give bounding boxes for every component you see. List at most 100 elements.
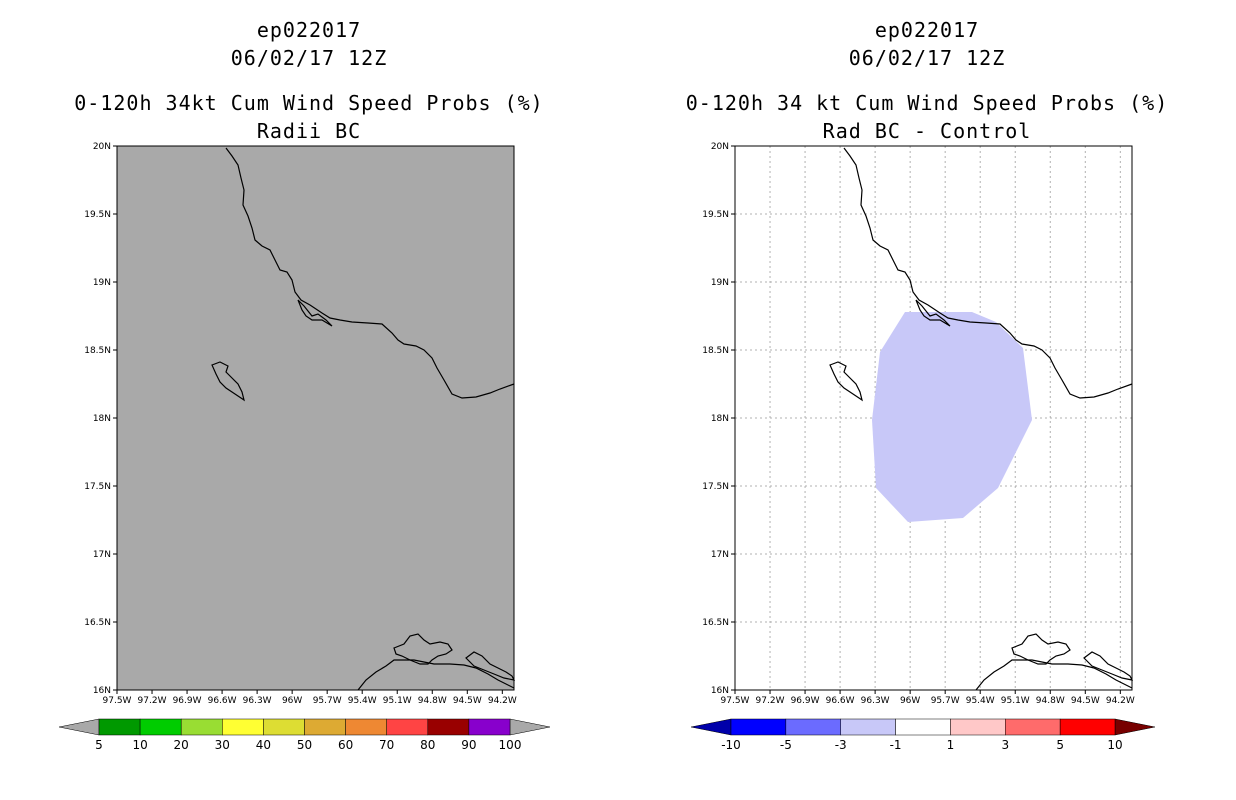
right-colorbar-low-arrow: [690, 718, 732, 736]
lon-label: 96.6W: [826, 696, 855, 706]
left-title-product: 0-120h 34kt Cum Wind Speed Probs (%): [74, 91, 544, 115]
right-title-product: 0-120h 34 kt Cum Wind Speed Probs (%): [685, 91, 1169, 115]
lat-label: 19.5N: [702, 210, 729, 220]
southeast-lagoon: [1011, 633, 1071, 665]
left-colorbar-label: 10: [132, 738, 147, 752]
southeast-lagoon: [393, 633, 453, 665]
lon-label: 94.5W: [1071, 696, 1100, 706]
right-colorbar-swatch: [895, 718, 951, 736]
main-coastline: [225, 147, 515, 399]
right-coastline: [829, 147, 1134, 691]
left-colorbar-swatch: [468, 718, 511, 736]
right-colorbar-swatch: [1059, 718, 1116, 736]
right-colorbar-swatch: [950, 718, 1006, 736]
lon-label: 96.3W: [243, 696, 272, 706]
lon-label: 96W: [900, 696, 920, 706]
left-colorbar-high-arrow: [509, 718, 551, 736]
lon-label: 94.2W: [1106, 696, 1135, 706]
right-title-subtitle: Rad BC - Control: [822, 119, 1032, 143]
left-title-date: 06/02/17 12Z: [230, 46, 388, 70]
right-colorbar-label: 1: [947, 738, 955, 752]
lat-label: 17.5N: [84, 482, 111, 492]
lon-label: 94.8W: [418, 696, 447, 706]
southeast-shoreline: [1083, 651, 1134, 681]
lat-label: 16.5N: [84, 618, 111, 628]
lon-label: 96.6W: [208, 696, 237, 706]
left-colorbar-swatch: [263, 718, 305, 736]
left-colorbar-swatch: [304, 718, 346, 736]
lat-label: 20N: [711, 142, 729, 152]
left-colorbar-label: 80: [420, 738, 435, 752]
right-title-storm: ep022017: [874, 18, 980, 42]
lon-label: 97.5W: [103, 696, 132, 706]
right-title-date: 06/02/17 12Z: [848, 46, 1006, 70]
left-colorbar-label: 100: [499, 738, 522, 752]
lat-label: 20N: [93, 142, 111, 152]
right-colorbar-label: -5: [780, 738, 792, 752]
lake-outline: [829, 361, 863, 402]
left-colorbar-low-arrow: [58, 718, 100, 736]
left-colorbar-swatch: [222, 718, 264, 736]
lat-label: 17.5N: [702, 482, 729, 492]
left-colorbar-label: 40: [256, 738, 271, 752]
left-colorbar-label: 50: [297, 738, 312, 752]
right-map: 20N 19.5N 19N 18.5N 18N 17.5N 17N 16.5N 16N97.5W…: [702, 142, 1135, 706]
right-colorbar-high-arrow: [1114, 718, 1156, 736]
lat-label: 19N: [93, 278, 111, 288]
lon-label: 95.1W: [1001, 696, 1030, 706]
left-colorbar-swatch: [427, 718, 470, 736]
lon-label: 95.1W: [383, 696, 412, 706]
lat-label: 16.5N: [702, 618, 729, 628]
right-colorbar-swatch: [840, 718, 896, 736]
left-colorbar-label: 20: [174, 738, 189, 752]
lat-label: 19N: [711, 278, 729, 288]
lagoon-inlet: [297, 299, 333, 327]
left-colorbar-label: 30: [215, 738, 230, 752]
right-colorbar-label: -10: [721, 738, 741, 752]
right-colorbar-swatch: [730, 718, 787, 736]
lon-label: 95.7W: [931, 696, 960, 706]
lagoon-inlet: [915, 299, 951, 327]
left-colorbar-label: 70: [379, 738, 394, 752]
lat-label: 18N: [711, 414, 729, 424]
left-colorbar-swatch: [386, 718, 429, 736]
left-colorbar-swatch: [180, 718, 223, 736]
left-title-storm: ep022017: [256, 18, 362, 42]
right-colorbar-label: 5: [1056, 738, 1064, 752]
lon-label: 95.4W: [348, 696, 377, 706]
lat-label: 18.5N: [702, 346, 729, 356]
lon-label: 96.3W: [861, 696, 890, 706]
lat-label: 17N: [93, 550, 111, 560]
anomaly-region: [872, 312, 1032, 522]
lat-label: 18N: [93, 414, 111, 424]
left-colorbar-swatch: [139, 718, 182, 736]
right-colorbar-label: -3: [835, 738, 847, 752]
lon-label: 96W: [282, 696, 302, 706]
left-colorbar-label: 5: [95, 738, 103, 752]
left-map: 20N 19.5N 19N 18.5N 18N 17.5N 17N 16.5N 16N97.5W…: [84, 142, 517, 706]
lon-label: 97.2W: [756, 696, 785, 706]
southeast-shoreline: [465, 651, 516, 681]
lon-label: 95.4W: [966, 696, 995, 706]
lon-label: 95.7W: [313, 696, 342, 706]
right-colorbar-swatch: [1005, 718, 1061, 736]
lon-label: 96.9W: [791, 696, 820, 706]
lon-label: 97.5W: [721, 696, 750, 706]
right-colorbar-label: 10: [1107, 738, 1122, 752]
lon-label: 94.5W: [453, 696, 482, 706]
right-colorbar-swatch: [785, 718, 841, 736]
lat-label: 16N: [93, 686, 111, 696]
left-panel: ep022017 06/02/17 12Z 0-120h 34kt Cum Wi…: [74, 18, 544, 143]
lat-label: 16N: [711, 686, 729, 696]
main-coastline: [843, 147, 1133, 399]
lat-label: 19.5N: [84, 210, 111, 220]
lon-label: 97.2W: [138, 696, 167, 706]
lake-outline: [211, 361, 245, 402]
right-colorbar-label: -1: [890, 738, 902, 752]
left-colorbar-swatch: [345, 718, 387, 736]
lon-label: 94.2W: [488, 696, 517, 706]
lat-label: 17N: [711, 550, 729, 560]
lon-label: 96.9W: [173, 696, 202, 706]
left-colorbar-label: 90: [461, 738, 476, 752]
right-colorbar-label: 3: [1001, 738, 1009, 752]
